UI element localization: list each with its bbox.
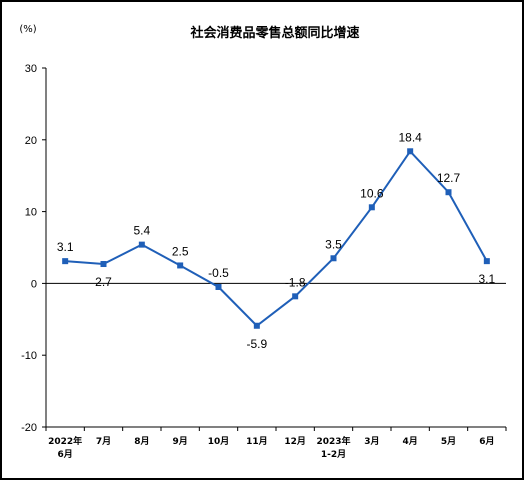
x-tick-label: 2023年 1-2月 [316, 435, 350, 460]
data-label: -0.5 [208, 266, 229, 280]
y-tick-label: 20 [25, 135, 37, 147]
data-label: 3.1 [57, 240, 74, 254]
series-line [65, 149, 488, 328]
x-tick-label: 3月 [364, 436, 379, 447]
data-label: -1.8 [285, 275, 306, 289]
data-point [292, 293, 299, 300]
data-labels: 3.1 2.7 5.4 2.5 -0.5 -5.9 -1.8 3.5 10.6 18.4 12.7 3… [57, 130, 496, 350]
data-label: 18.4 [398, 130, 422, 144]
y-unit-label: (%) [19, 24, 36, 35]
data-label: 2.5 [172, 244, 189, 258]
x-tick-label: 12月 [284, 436, 306, 447]
x-tick-label: 9月 [173, 436, 188, 447]
data-point [253, 322, 260, 329]
y-tick-label: -10 [21, 350, 37, 362]
x-axis-ticks: 2022年 6月 7月 8月 9月 10月 11月 12月 2023年 1-2月 3月 4月 5月 6月 [45, 427, 507, 460]
y-tick-label: 10 [25, 207, 37, 219]
x-tick-label: 6月 [479, 436, 494, 447]
data-label: 3.5 [325, 237, 342, 251]
x-tick-label: 11月 [246, 436, 268, 447]
data-label: 5.4 [133, 224, 150, 238]
x-tick-label: 7月 [96, 436, 111, 447]
data-point [138, 241, 145, 248]
x-tick-label: 8月 [134, 436, 149, 447]
data-label: 10.6 [360, 186, 384, 200]
data-point [177, 262, 184, 269]
data-label: 3.1 [478, 272, 495, 286]
chart-title: 社会消费品零售总额同比增速 [189, 25, 359, 41]
data-point [368, 204, 375, 211]
data-points [62, 148, 490, 329]
y-axis-ticks: -20 -10 0 10 20 30 [21, 63, 46, 434]
data-point [62, 258, 69, 265]
x-tick-label: 4月 [403, 436, 418, 447]
axes [45, 68, 506, 428]
y-tick-label: -20 [21, 422, 37, 434]
x-tick-label: 5月 [441, 436, 456, 447]
data-point [330, 255, 337, 262]
data-label: 2.7 [95, 275, 112, 289]
x-tick-label: 2022年 6月 [48, 435, 82, 460]
data-label: -5.9 [246, 337, 267, 351]
series-line-path [65, 149, 488, 328]
data-point [407, 148, 414, 155]
data-point [215, 283, 222, 290]
x-tick-label: 10月 [208, 436, 230, 447]
y-tick-label: 0 [31, 278, 37, 290]
y-tick-label: 30 [25, 63, 37, 75]
data-point [483, 258, 490, 265]
data-label: 12.7 [437, 171, 461, 185]
data-point [445, 189, 452, 196]
data-point [100, 261, 107, 268]
